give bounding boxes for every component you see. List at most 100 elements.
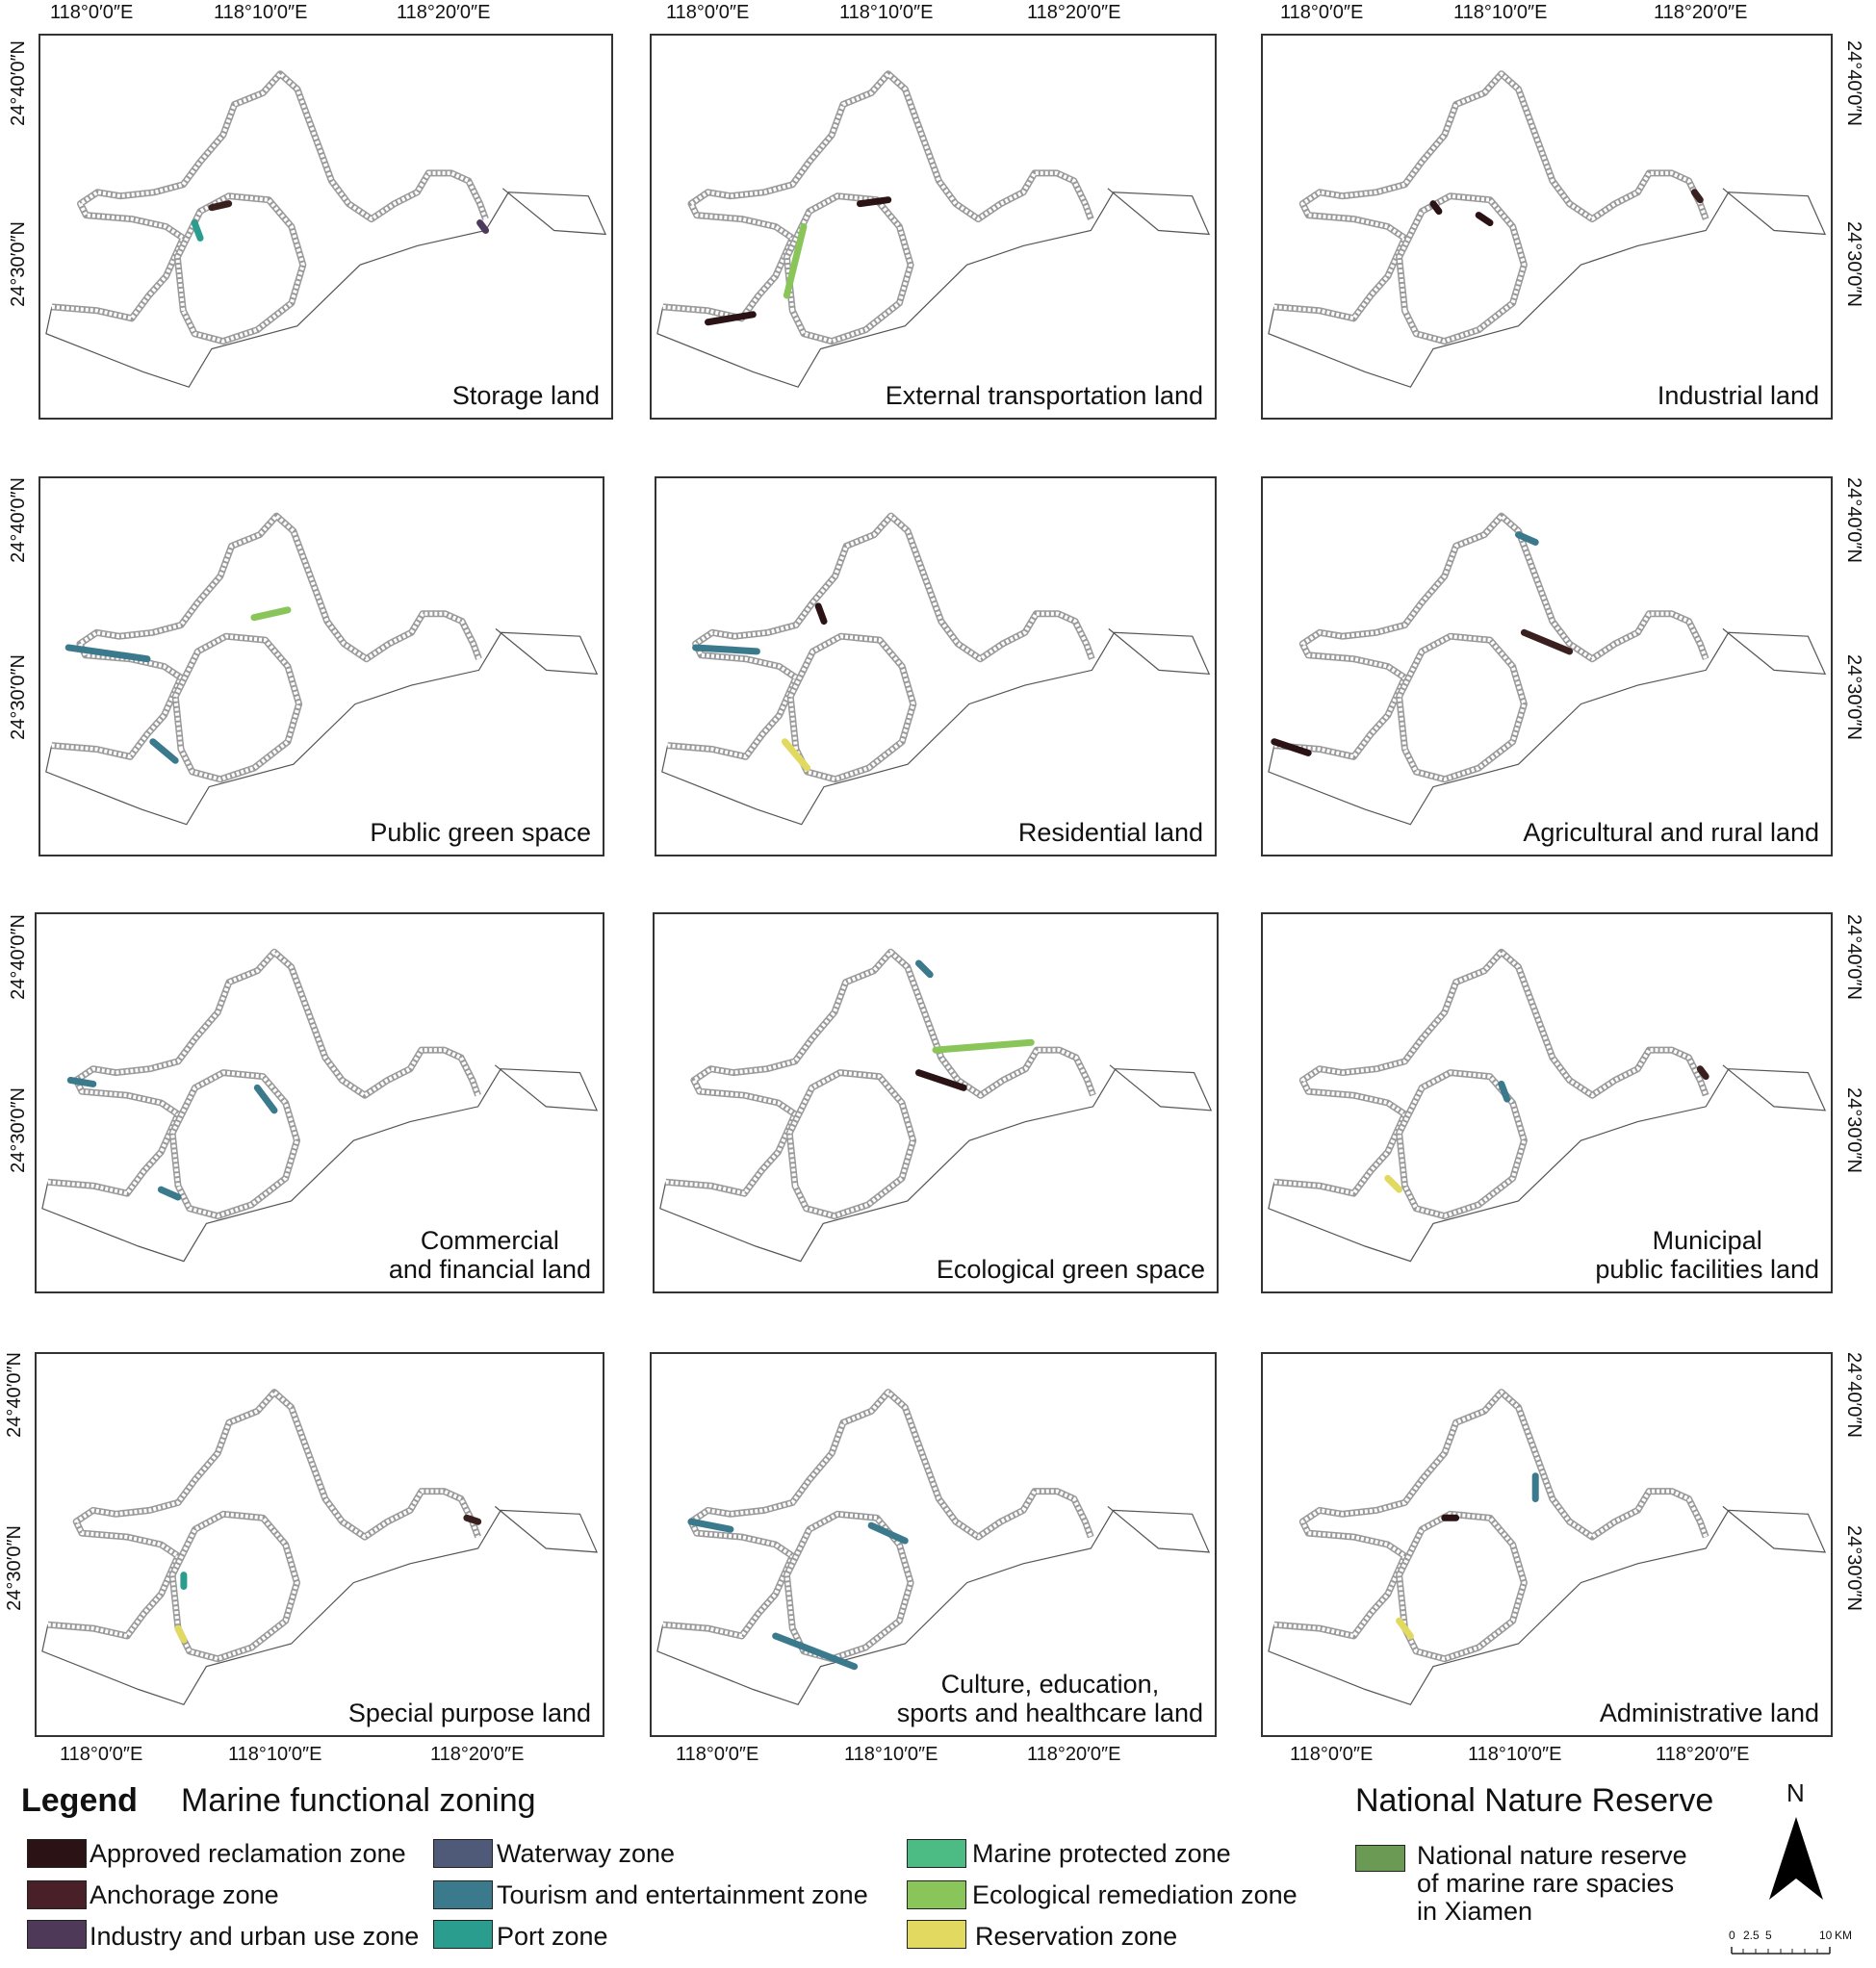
lon-label-top-2c: 118°20′0″E: [1027, 2, 1121, 23]
sea-boundary: [1268, 627, 1827, 826]
lon-label-top-1c: 118°20′0″E: [397, 2, 491, 23]
coastline-beads: [787, 1070, 915, 1218]
zone-segment: [1690, 189, 1704, 204]
map-svg: [656, 70, 1211, 388]
coastline-beads: [1397, 1512, 1527, 1661]
sea-boundary: [659, 1064, 1213, 1263]
lon-label-top-1b: 118°10′0″E: [214, 2, 308, 23]
reserve-heading: National Nature Reserve: [1355, 1782, 1714, 1819]
lon-label-top-3b: 118°10′0″E: [1453, 2, 1548, 23]
zone-segment: [191, 219, 204, 242]
panel-title: Ecological green space: [936, 1255, 1205, 1284]
map-panel-administrative: Administrative land: [1261, 1352, 1833, 1737]
map-svg: [661, 512, 1211, 826]
legend-label: Tourism and entertainment zone: [497, 1880, 868, 1909]
zone-segment: [1520, 628, 1574, 655]
lat-label-left-r2a: 24°40′0″N: [8, 477, 29, 563]
lon-label-bottom-3c: 118°20′0″E: [1656, 1744, 1750, 1765]
legend-swatch: [27, 1920, 87, 1949]
panel-title: Commercial and financial land: [388, 1226, 591, 1284]
lon-label-top-1a: 118°0′0″E: [50, 2, 134, 23]
lon-label-top-3a: 118°0′0″E: [1280, 2, 1364, 23]
map-panel-public-green: Public green space: [39, 476, 604, 856]
scale-tick-0: 0: [1729, 1929, 1735, 1942]
sea-boundary: [41, 1064, 599, 1263]
coastline-beads: [1397, 634, 1527, 781]
sea-boundary: [1268, 188, 1827, 388]
map-svg: [41, 948, 599, 1263]
lat-label-right-r1a: 24°40′0″N: [1843, 40, 1864, 126]
map-panel-residential: Residential land: [655, 476, 1217, 856]
lat-label-left-r1b: 24°30′0″N: [8, 221, 29, 307]
coastline: [1273, 1389, 1709, 1640]
map-panel-external-transportation: External transportation land: [650, 34, 1217, 420]
sea-boundary: [661, 627, 1211, 826]
coastline-beads: [1397, 1070, 1527, 1218]
map-svg: [1268, 512, 1827, 826]
coastline-beads: [175, 193, 305, 344]
lon-label-top-3c: 118°20′0″E: [1654, 2, 1748, 23]
zone-segment: [772, 1632, 859, 1671]
map-svg: [1268, 70, 1827, 388]
coastline-beads: [667, 514, 1094, 759]
coastline-beads: [665, 950, 1095, 1196]
coastline: [665, 948, 1096, 1197]
coastline-beads: [51, 71, 488, 320]
lat-label-right-r3b: 24°30′0″N: [1843, 1087, 1864, 1173]
panel-title: Administrative land: [1599, 1699, 1819, 1727]
zone-segment: [208, 200, 233, 212]
coastline-beads: [1273, 514, 1709, 759]
zone-segment: [783, 223, 808, 299]
panel-title: Culture, education, sports and healthcar…: [896, 1670, 1203, 1727]
scale-tick-3: 10: [1819, 1929, 1833, 1942]
coastline-beads: [1397, 193, 1527, 344]
scale-unit: KM: [1835, 1929, 1852, 1942]
zone-segment: [1475, 212, 1494, 227]
sea-boundary: [41, 1505, 599, 1706]
coastline-beads: [784, 193, 913, 344]
sea-boundary: [1268, 1064, 1827, 1263]
coastline: [51, 70, 489, 322]
legend-label-reserve: National nature reserve of marine rare s…: [1417, 1841, 1687, 1926]
lat-label-right-r2a: 24°40′0″N: [1843, 477, 1864, 563]
legend-label: Port zone: [497, 1922, 608, 1951]
panel-title: Residential land: [1017, 818, 1203, 847]
legend-label: Waterway zone: [497, 1839, 676, 1868]
legend-swatch: [907, 1880, 966, 1909]
legend-label: Industry and urban use zone: [90, 1922, 420, 1951]
lat-label-right-r1b: 24°30′0″N: [1843, 221, 1864, 307]
legend-swatch: [433, 1839, 493, 1868]
zone-segment: [705, 311, 757, 326]
north-label: N: [1786, 1778, 1805, 1807]
coastline: [1273, 70, 1709, 322]
map-panel-special-purpose: Special purpose land: [35, 1352, 604, 1737]
lon-label-bottom-1b: 118°10′0″E: [228, 1744, 322, 1765]
scale-tick-2: 5: [1765, 1929, 1772, 1942]
sea-boundary: [656, 188, 1211, 388]
legend-swatch: [907, 1920, 966, 1949]
zone-segment: [1498, 1080, 1511, 1103]
map-svg: [1268, 948, 1827, 1263]
legend-swatch: [27, 1880, 87, 1909]
lat-label-left-r4b: 24°30′0″N: [4, 1525, 25, 1611]
lat-label-right-r2b: 24°30′0″N: [1843, 654, 1864, 740]
zone-segment: [914, 1069, 967, 1091]
north-arrow-icon: [1769, 1817, 1823, 1900]
map-panel-commercial: Commercial and financial land: [35, 912, 604, 1293]
map-panel-industrial: Industrial land: [1261, 34, 1833, 420]
coastline-beads: [47, 950, 480, 1196]
legend-swatch: [27, 1839, 87, 1868]
zone-segment: [1396, 1617, 1414, 1640]
legend-swatch: [433, 1880, 493, 1909]
zone-segment: [1384, 1174, 1403, 1193]
legend-label: Ecological remediation zone: [972, 1880, 1298, 1909]
coastline-beads: [784, 1512, 913, 1661]
map-svg: [45, 512, 599, 826]
legend-swatch-reserve: [1355, 1845, 1405, 1872]
zone-segment: [476, 219, 490, 234]
lat-label-right-r4a: 24°40′0″N: [1843, 1352, 1864, 1438]
coastline-beads: [170, 1070, 299, 1218]
lon-label-bottom-3a: 118°0′0″E: [1290, 1744, 1374, 1765]
zone-segment: [692, 644, 760, 655]
panel-title: External transportation land: [885, 381, 1203, 410]
